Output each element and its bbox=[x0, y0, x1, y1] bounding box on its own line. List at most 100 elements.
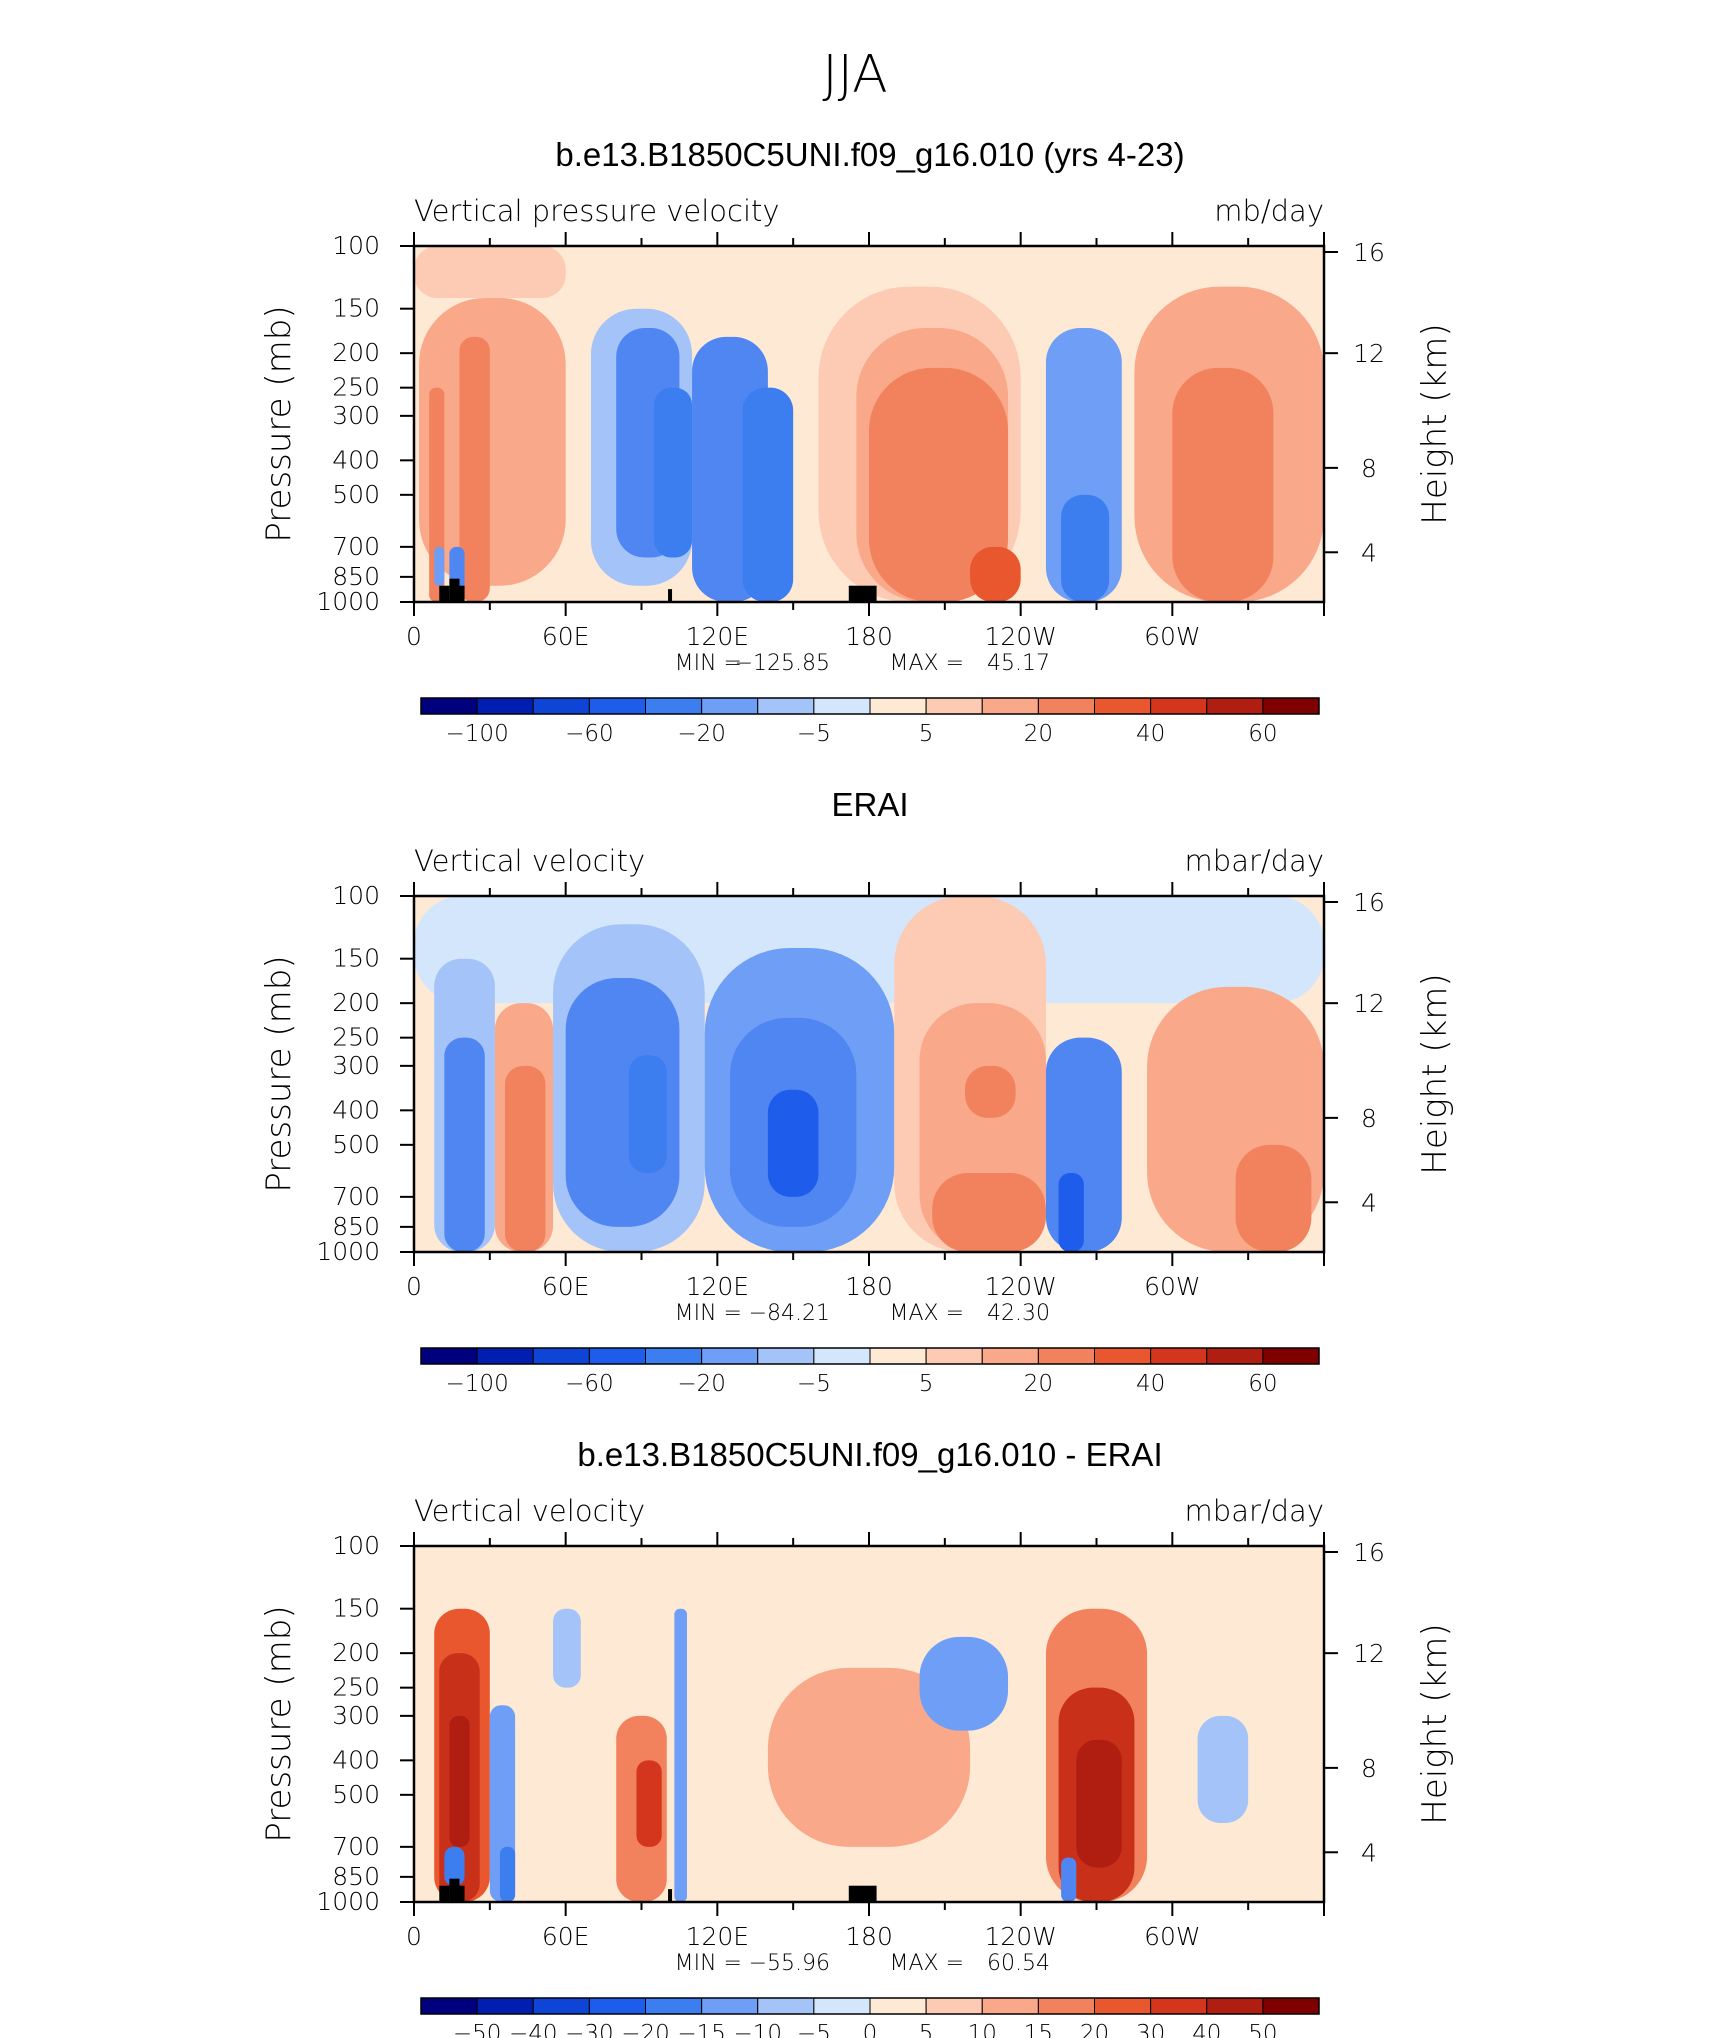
y-tick-label: 850 bbox=[332, 562, 380, 591]
min-value: −55.96 bbox=[749, 1951, 830, 1976]
max-label: MAX = bbox=[889, 1301, 964, 1326]
max-label: MAX = bbox=[889, 651, 964, 676]
colorbar-label: 30 bbox=[1136, 2021, 1165, 2038]
x-tick-label: 120E bbox=[686, 1922, 750, 1951]
land-mask bbox=[449, 1878, 460, 1902]
y-axis-right: 4 8 12 16 bbox=[1324, 1538, 1385, 1867]
y-tick-label: 400 bbox=[332, 1745, 380, 1774]
y-tick-label: 250 bbox=[332, 1023, 380, 1052]
contour-region bbox=[767, 1667, 971, 1847]
colorbar-label: 40 bbox=[1136, 721, 1165, 747]
x-tick-label: 0 bbox=[406, 1922, 422, 1951]
colorbar-swatch bbox=[588, 697, 646, 715]
plot-area bbox=[414, 1546, 1324, 1902]
height-tick-label: 4 bbox=[1361, 1188, 1377, 1217]
x-tick-label: 60E bbox=[542, 1272, 590, 1301]
x-tick-label: 180 bbox=[845, 622, 893, 651]
x-tick-label: 120E bbox=[686, 622, 750, 651]
y-tick-label: 500 bbox=[332, 1780, 380, 1809]
colorbar-swatch bbox=[1206, 1347, 1264, 1365]
colorbar-swatch bbox=[1150, 1997, 1208, 2015]
colorbar-label: 15 bbox=[1024, 2021, 1053, 2038]
colorbar-swatch bbox=[925, 697, 983, 715]
colorbar-label: −100 bbox=[446, 721, 509, 747]
contour-region bbox=[1235, 1144, 1312, 1252]
y-tick-label: 300 bbox=[332, 1701, 380, 1730]
contour-region bbox=[919, 1636, 1009, 1731]
y-axis-right: 4 8 12 16 bbox=[1324, 238, 1385, 567]
colorbar-label: 50 bbox=[1248, 2021, 1277, 2038]
min-label: MIN = bbox=[675, 1301, 742, 1326]
contour-region bbox=[628, 1055, 667, 1174]
panel-title: b.e13.B1850C5UNI.f09_g16.010 - ERAI bbox=[577, 1436, 1162, 1473]
panel-units-label: mbar/day bbox=[1185, 1494, 1324, 1528]
y-tick-label: 850 bbox=[332, 1212, 380, 1241]
y-axis-title-pressure: Pressure (mb) bbox=[259, 305, 299, 542]
colorbar-swatch bbox=[813, 1347, 871, 1365]
y-tick-label: 150 bbox=[332, 1594, 380, 1623]
colorbar-label: −20 bbox=[621, 2021, 670, 2038]
x-axis: 0 60E 120E 180 120W 60W bbox=[406, 1532, 1325, 1951]
contour-region bbox=[674, 1608, 687, 1902]
land-mask bbox=[459, 585, 465, 602]
y-axis-title-pressure: Pressure (mb) bbox=[259, 955, 299, 1192]
y-tick-label: 100 bbox=[332, 231, 380, 260]
colorbar-swatch bbox=[757, 1997, 815, 2015]
contour-region bbox=[414, 246, 566, 299]
colorbar-swatch bbox=[532, 697, 590, 715]
colorbar-swatch bbox=[645, 697, 703, 715]
colorbar-label: 20 bbox=[1024, 1371, 1053, 1397]
colorbar-swatch bbox=[1094, 1347, 1152, 1365]
colorbar-label: 60 bbox=[1248, 1371, 1277, 1397]
contour-region bbox=[1197, 1715, 1249, 1824]
contour-region bbox=[654, 387, 693, 558]
min-label: MIN = bbox=[675, 651, 742, 676]
colorbar-swatch bbox=[1262, 1997, 1320, 2015]
colorbar-swatch bbox=[1094, 1997, 1152, 2015]
x-tick-label: 60E bbox=[542, 1922, 590, 1951]
panel-left-label: Vertical velocity bbox=[414, 844, 645, 878]
colorbar-label: −30 bbox=[565, 2021, 614, 2038]
colorbar-swatch bbox=[869, 1347, 927, 1365]
colorbar-swatch bbox=[981, 1347, 1039, 1365]
colorbar-swatch bbox=[645, 1347, 703, 1365]
colorbar-frame bbox=[420, 697, 1320, 715]
land-mask bbox=[439, 1885, 450, 1902]
contour-region bbox=[1058, 1173, 1084, 1252]
contour-region bbox=[1061, 494, 1110, 602]
x-axis: 0 60E 120E 180 120W 60W bbox=[406, 882, 1325, 1301]
x-axis: 0 60E 120E 180 120W 60W bbox=[406, 232, 1325, 651]
contour-region bbox=[499, 1846, 516, 1902]
y-tick-label: 400 bbox=[332, 1095, 380, 1124]
page-title: JJA bbox=[822, 45, 887, 105]
colorbar-swatch bbox=[588, 1997, 646, 2015]
panel-3: b.e13.B1850C5UNI.f09_g16.010 - ERAI Verti… bbox=[259, 1436, 1455, 2038]
y-tick-label: 150 bbox=[332, 944, 380, 973]
contour-region bbox=[1172, 367, 1274, 602]
land-mask bbox=[459, 1885, 465, 1902]
max-label: MAX = bbox=[889, 1951, 964, 1976]
colorbar-label: −40 bbox=[509, 2021, 558, 2038]
y-tick-label: 100 bbox=[332, 1531, 380, 1560]
colorbar-swatch bbox=[1206, 697, 1264, 715]
y-tick-label: 700 bbox=[332, 532, 380, 561]
min-label: MIN = bbox=[675, 1951, 742, 1976]
colorbar-swatch bbox=[1037, 697, 1095, 715]
colorbar-swatch bbox=[1150, 1347, 1208, 1365]
colorbar-label: 20 bbox=[1080, 2021, 1109, 2038]
colorbar-label: −5 bbox=[797, 2021, 831, 2038]
y-tick-label: 200 bbox=[332, 988, 380, 1017]
colorbar-swatch bbox=[1262, 697, 1320, 715]
contour-region bbox=[1061, 1857, 1077, 1902]
x-tick-label: 120W bbox=[984, 1272, 1056, 1301]
colorbar-label: −10 bbox=[733, 2021, 782, 2038]
contour-region bbox=[970, 546, 1021, 602]
colorbar-label: −20 bbox=[677, 721, 726, 747]
x-tick-label: 60W bbox=[1144, 1922, 1201, 1951]
colorbar-swatch bbox=[701, 1347, 759, 1365]
y-tick-label: 300 bbox=[332, 401, 380, 430]
height-tick-label: 8 bbox=[1361, 1754, 1377, 1783]
colorbar-swatch bbox=[1037, 1997, 1095, 2015]
x-tick-label: 120E bbox=[686, 1272, 750, 1301]
